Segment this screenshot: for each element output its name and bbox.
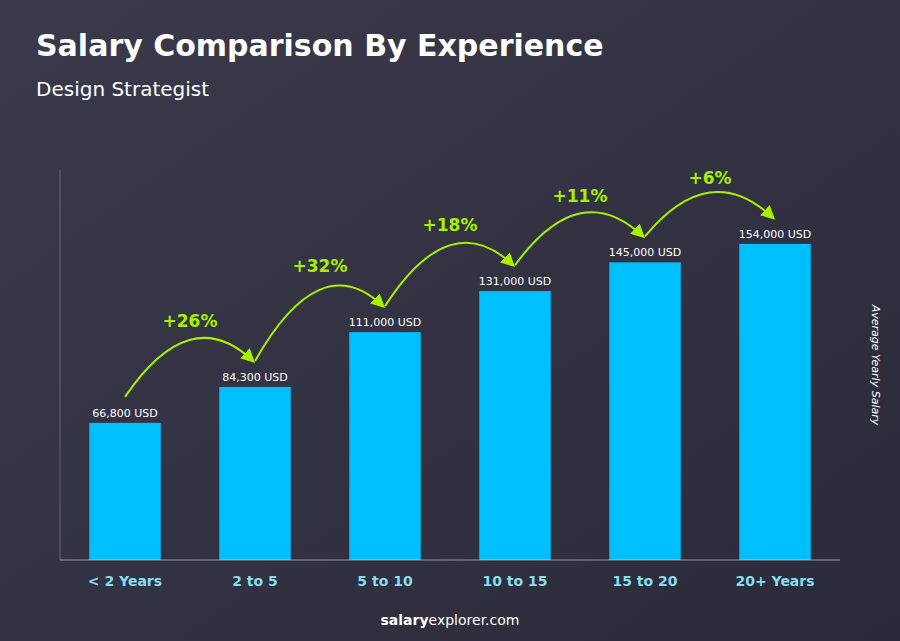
change-arrow — [385, 243, 513, 306]
footer-part: explorer.com — [429, 612, 520, 628]
value-label: 154,000 USD — [739, 228, 812, 241]
change-label: +11% — [553, 186, 608, 206]
y-axis-label: Average Yearly Salary — [869, 304, 882, 426]
subtitle: Design Strategist — [36, 77, 209, 101]
change-label: +32% — [293, 256, 348, 276]
change-arrow — [255, 286, 383, 361]
x-axis-line — [60, 560, 840, 561]
change-label: +26% — [163, 311, 218, 331]
change-label: +18% — [423, 215, 478, 235]
x-tick-label: < 2 Years — [88, 573, 162, 589]
change-arrow — [515, 212, 643, 265]
bar — [89, 423, 161, 560]
bar — [219, 387, 291, 560]
bar — [349, 332, 421, 560]
footer: salaryexplorer.com — [381, 612, 520, 628]
footer-part: salary — [381, 612, 429, 628]
bars — [89, 244, 811, 560]
x-tick-label: 5 to 10 — [357, 573, 413, 589]
x-tick-label: 10 to 15 — [482, 573, 547, 589]
change-arrow — [125, 338, 253, 397]
value-label: 84,300 USD — [222, 371, 288, 384]
chart: Salary Comparison By Experience Design St… — [0, 0, 900, 641]
x-tick-label: 20+ Years — [735, 573, 814, 589]
change-arrow — [645, 192, 773, 236]
title: Salary Comparison By Experience — [36, 28, 604, 63]
background — [0, 0, 900, 641]
bar — [739, 244, 811, 560]
y-axis-line — [60, 170, 61, 560]
x-tick-label: 2 to 5 — [232, 573, 278, 589]
value-label: 145,000 USD — [609, 246, 682, 259]
value-label: 131,000 USD — [479, 275, 552, 288]
value-label: 111,000 USD — [349, 316, 422, 329]
value-label: 66,800 USD — [92, 407, 158, 420]
bar — [479, 291, 551, 560]
bar — [609, 262, 681, 560]
x-tick-label: 15 to 20 — [612, 573, 677, 589]
change-label: +6% — [688, 168, 731, 188]
